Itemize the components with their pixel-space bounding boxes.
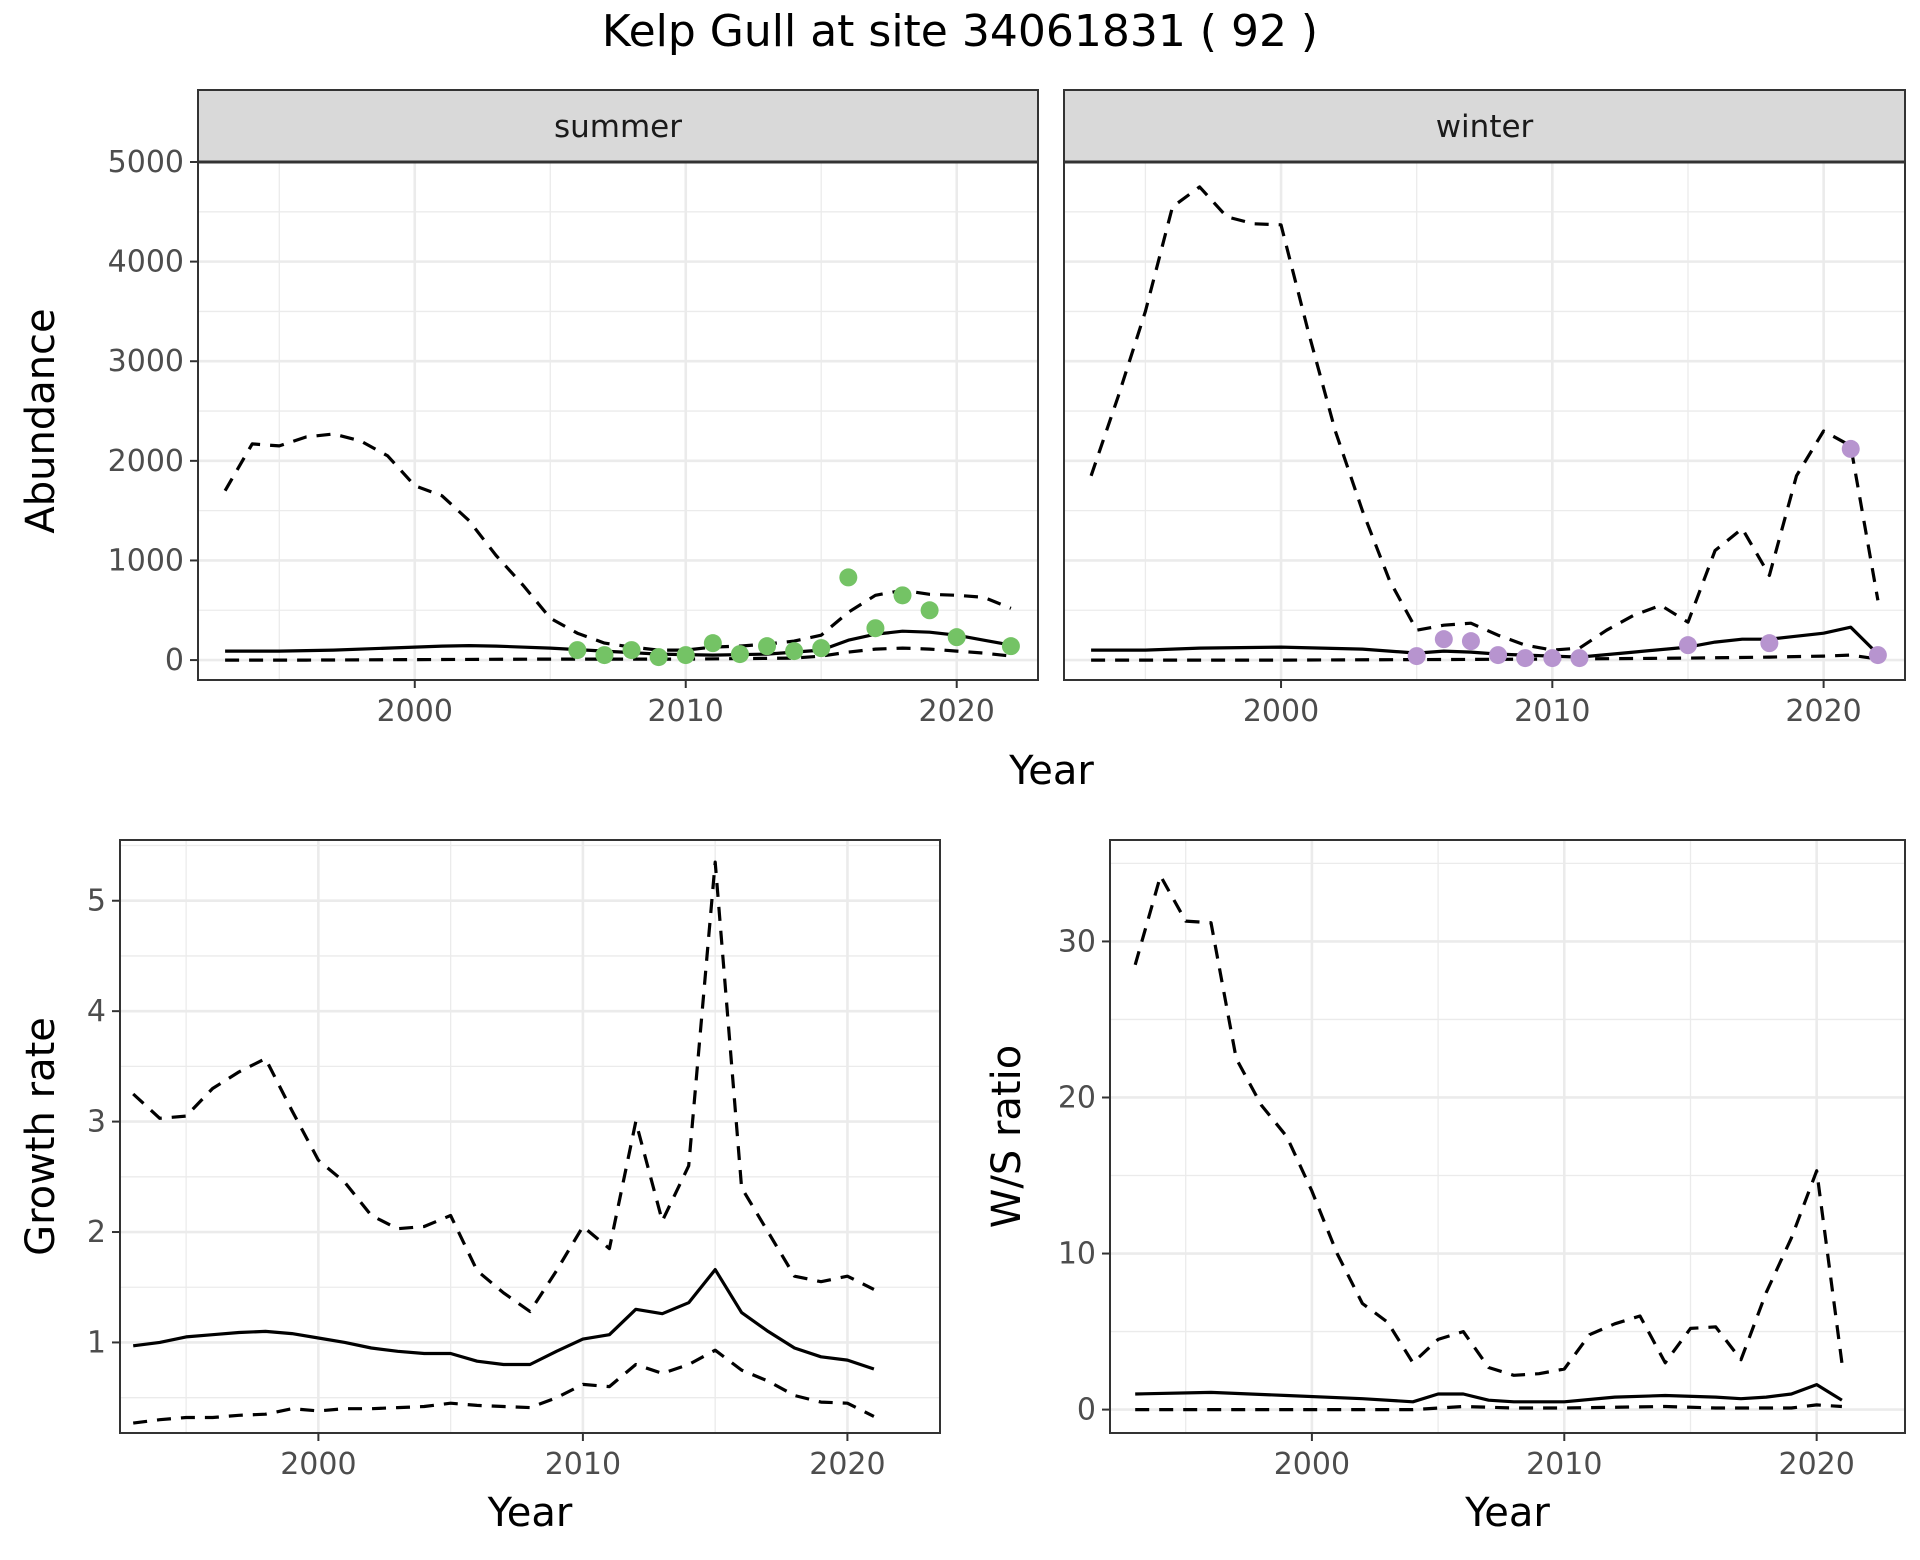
data-point — [920, 601, 939, 620]
x-tick-label: 2020 — [1785, 694, 1861, 729]
x-tick-label: 2000 — [1243, 694, 1319, 729]
x-tick-label: 2010 — [1514, 694, 1590, 729]
data-point — [947, 628, 966, 647]
series-line-estimate — [132, 1268, 875, 1371]
x-tick-label: 2000 — [1274, 1447, 1350, 1482]
x-axis-title: Year — [1464, 1490, 1550, 1536]
panel-summer-abundance: summer 2000 2010 2020 0 1000 2000 3000 4000 5000 A… — [18, 89, 1039, 729]
data-point — [622, 641, 641, 660]
facet-label: winter — [1436, 109, 1534, 145]
x-tick-label: 2010 — [545, 1447, 621, 1482]
series-line-upper — [132, 860, 875, 1314]
y-tick-label: 1 — [87, 1325, 106, 1360]
x-tick-label: 2010 — [648, 694, 724, 729]
facet-strip — [197, 89, 1039, 163]
series-line-upper — [1089, 185, 1880, 652]
data-point — [1434, 630, 1453, 649]
y-tick-label: 0 — [165, 643, 184, 678]
x-tick-label: 2020 — [1778, 1447, 1854, 1482]
plot-background — [120, 840, 940, 1433]
data-point — [595, 646, 614, 665]
shared-axis-labels: Year — [1008, 748, 1094, 794]
y-tick-label: 10 — [1058, 1237, 1096, 1272]
data-point — [1543, 649, 1562, 668]
data-point — [1407, 647, 1426, 666]
data-point — [649, 648, 668, 667]
y-tick-label: 20 — [1058, 1080, 1096, 1115]
data-point — [839, 568, 858, 587]
data-point — [568, 641, 587, 660]
series-line-lower — [1091, 653, 1879, 662]
x-axis-title: Year — [487, 1490, 573, 1536]
series-line-lower — [225, 646, 1012, 662]
x-tick-label: 2000 — [377, 694, 453, 729]
data-point — [730, 645, 749, 664]
data-point — [785, 642, 804, 661]
y-tick-label: 5 — [87, 884, 106, 919]
y-tick-label: 3 — [87, 1105, 106, 1140]
data-point — [1461, 632, 1480, 651]
y-tick-label: 4 — [87, 994, 106, 1029]
data-point — [1570, 649, 1589, 668]
series-line-upper — [1133, 874, 1844, 1377]
panel-growth-rate: 2000 2010 2020 1 2 3 4 5 Year Growth rate — [18, 839, 941, 1536]
series-line-estimate — [1135, 1383, 1843, 1404]
x-tick-label: 2010 — [1526, 1447, 1602, 1482]
panel-ws-ratio: 2000 2010 2020 0 10 20 30 Year W/S ratio — [984, 839, 1906, 1536]
y-tick-label: 30 — [1058, 924, 1096, 959]
facet-strip — [1063, 89, 1906, 163]
data-point — [758, 637, 777, 656]
y-tick-label: 2000 — [108, 444, 184, 479]
plot-background — [1064, 162, 1905, 680]
x-tick-label: 2020 — [919, 694, 995, 729]
x-tick-label: 2020 — [809, 1447, 885, 1482]
data-point — [1841, 439, 1860, 458]
y-axis-title: W/S ratio — [984, 1045, 1030, 1228]
data-point — [893, 586, 912, 605]
data-point — [866, 619, 885, 638]
data-point — [676, 646, 695, 665]
data-point — [1489, 646, 1508, 665]
data-point — [703, 634, 722, 653]
plot-background — [1110, 840, 1905, 1433]
y-tick-label: 4000 — [108, 245, 184, 280]
series-line-lower — [132, 1348, 875, 1425]
y-tick-label: 3000 — [108, 344, 184, 379]
y-axis-title: Growth rate — [18, 1017, 64, 1256]
y-axis-title: Abundance — [18, 308, 64, 533]
data-point — [1001, 637, 1020, 656]
shared-x-axis-title: Year — [1008, 748, 1094, 794]
series-line-upper — [223, 432, 1012, 652]
y-tick-label: 2 — [87, 1215, 106, 1250]
y-tick-label: 1000 — [108, 543, 184, 578]
data-point — [1516, 649, 1535, 668]
figure-title: Kelp Gull at site 34061831 ( 92 ) — [601, 6, 1319, 57]
series-line-lower — [1135, 1403, 1843, 1412]
facet-label: summer — [554, 109, 682, 145]
data-point — [1678, 636, 1697, 655]
data-point — [1760, 634, 1779, 653]
y-tick-label: 0 — [1077, 1393, 1096, 1428]
panel-border — [119, 839, 941, 1434]
y-tick-label: 5000 — [108, 145, 184, 180]
plot-background — [198, 162, 1038, 680]
x-tick-label: 2000 — [280, 1447, 356, 1482]
data-point — [812, 639, 831, 658]
panel-winter-abundance: winter 2000 2010 2020 — [1063, 89, 1906, 729]
panel-border — [1109, 839, 1906, 1434]
data-point — [1868, 646, 1887, 665]
